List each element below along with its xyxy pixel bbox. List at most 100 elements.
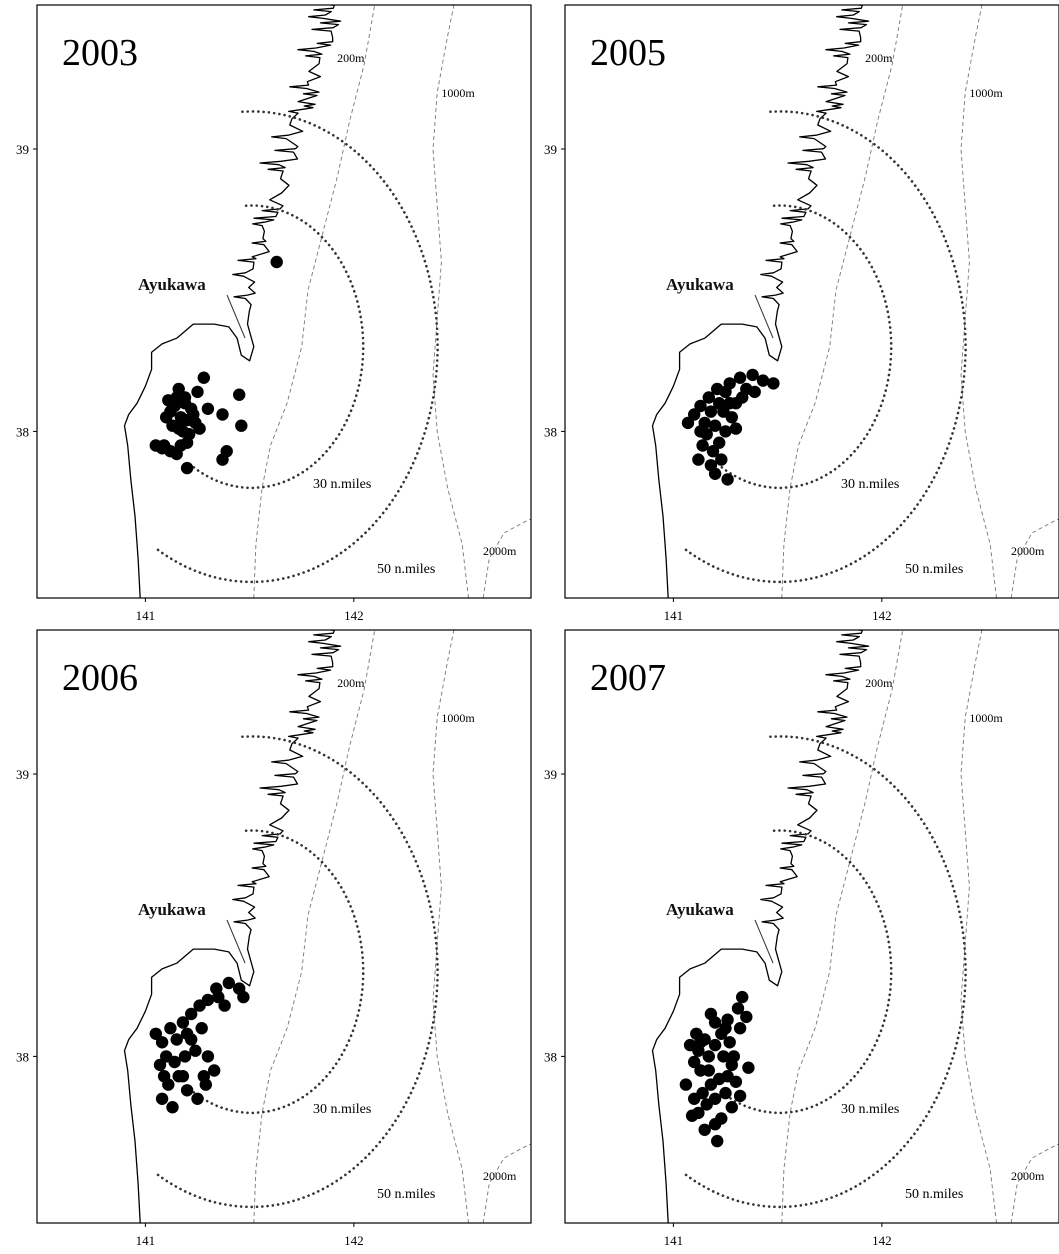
range-label-50: 50 n.miles [377, 562, 435, 577]
sighting-point [719, 425, 732, 438]
sighting-point [216, 453, 229, 466]
panel-frame [36, 629, 532, 1224]
sighting-point [748, 385, 761, 399]
map-panel-2003: Ayukawa 200m 1000m 2000m 30 n.miles 50 n.mile… [16, 4, 532, 623]
sighting-point [729, 422, 743, 435]
sighting-point [222, 976, 235, 990]
depth-label-2000m: 2000m [483, 1169, 517, 1183]
sighting-point [193, 422, 206, 435]
sighting-point [155, 1036, 169, 1049]
y-tick-label: 39 [16, 767, 29, 782]
sighting-point [191, 385, 204, 399]
sighting-point [180, 436, 194, 449]
sighting-point [681, 416, 695, 430]
sighting-point [208, 1064, 221, 1077]
sighting-point [201, 1050, 215, 1063]
sighting-point [713, 436, 726, 449]
coastline [123, 630, 342, 1223]
sighting-point [717, 1050, 730, 1063]
sighting-point [685, 1109, 699, 1122]
x-tick-label: 141 [136, 608, 156, 623]
sighting-point [721, 473, 734, 486]
sighting-point [719, 1086, 732, 1100]
x-tick-label: 141 [664, 1233, 684, 1248]
range-circle-30nm [192, 204, 365, 490]
sighting-point [767, 377, 780, 390]
sighting-point [708, 1038, 722, 1052]
depth-label-1000m: 1000m [441, 86, 475, 100]
sighting-point [696, 439, 709, 452]
depth-label-2000m: 2000m [1011, 544, 1045, 558]
y-tick-label: 39 [544, 767, 557, 782]
sighting-point [727, 1050, 740, 1063]
sighting-point [216, 408, 229, 421]
range-circle-50nm [153, 110, 439, 584]
sighting-point [721, 1013, 734, 1026]
sighting-point [233, 388, 246, 401]
depth-label-200m: 200m [865, 676, 893, 690]
depth-label-200m: 200m [337, 51, 365, 65]
sighting-point [723, 377, 736, 390]
sighting-point [166, 1101, 179, 1114]
range-label-30: 30 n.miles [313, 1102, 371, 1117]
panel-year-title: 2007 [590, 657, 666, 699]
sighting-point [688, 1055, 701, 1069]
ayukawa-leader [754, 919, 774, 964]
sighting-point [706, 445, 720, 458]
sighting-point [149, 1027, 162, 1041]
sighting-point [692, 453, 705, 466]
sighting-point [694, 425, 707, 438]
port-label: Ayukawa [138, 275, 206, 294]
sighting-point [180, 461, 194, 475]
sighting-point [711, 382, 724, 396]
x-tick-label: 142 [872, 1233, 892, 1248]
port-label: Ayukawa [666, 900, 734, 919]
sighting-point [187, 408, 200, 421]
x-tick-label: 141 [136, 1233, 156, 1248]
range-circle-50nm [681, 735, 967, 1209]
sighting-point [197, 371, 210, 384]
ayukawa-leader [226, 919, 246, 964]
range-label-30: 30 n.miles [841, 1102, 899, 1117]
map-panel-2007: Ayukawa 200m 1000m 2000m 30 n.miles 50 n.mile… [544, 629, 1059, 1248]
panel-frame [36, 4, 532, 599]
depth-label-2000m: 2000m [1011, 1169, 1045, 1183]
x-tick-label: 142 [344, 608, 364, 623]
sighting-point [157, 1070, 171, 1083]
x-tick-label: 142 [872, 608, 892, 623]
sighting-point [731, 1002, 745, 1015]
sighting-point [176, 1016, 190, 1029]
x-tick-label: 141 [664, 608, 684, 623]
sighting-point [172, 382, 185, 396]
range-label-30: 30 n.miles [841, 477, 899, 492]
x-tick-label: 142 [344, 1233, 364, 1248]
depth-label-1000m: 1000m [441, 711, 475, 725]
isobath-200m [253, 630, 376, 1223]
sighting-point [725, 1101, 738, 1114]
map-panel-2006: Ayukawa 200m 1000m 2000m 30 n.miles 50 n.mile… [16, 629, 532, 1248]
coastline [651, 5, 870, 598]
panel-year-title: 2003 [62, 32, 138, 74]
ayukawa-leader [754, 294, 774, 339]
depth-label-1000m: 1000m [969, 711, 1003, 725]
depth-label-2000m: 2000m [483, 544, 517, 558]
sighting-point [736, 990, 749, 1004]
isobath-2000m [482, 1143, 531, 1223]
y-tick-label: 38 [544, 424, 557, 439]
sighting-point [176, 1070, 190, 1083]
sighting-point [688, 1092, 701, 1106]
sighting-point [180, 1084, 194, 1097]
isobath-2000m [1010, 518, 1059, 598]
isobath-1000m [432, 5, 469, 598]
depth-label-200m: 200m [337, 676, 365, 690]
port-label: Ayukawa [138, 900, 206, 919]
coastline [651, 630, 870, 1223]
range-label-50: 50 n.miles [377, 1187, 435, 1202]
sighting-point [162, 394, 175, 407]
sighting-point [201, 993, 215, 1007]
isobath-2000m [482, 518, 531, 598]
sighting-point [708, 1092, 722, 1106]
panel-year-title: 2005 [590, 32, 666, 74]
sighting-point [155, 1092, 169, 1106]
sighting-point [164, 1021, 177, 1035]
